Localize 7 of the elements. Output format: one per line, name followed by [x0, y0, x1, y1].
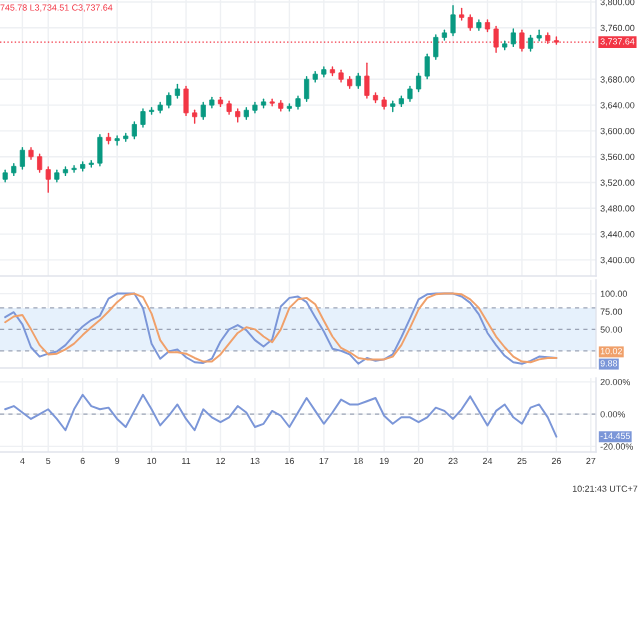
candlestick	[71, 165, 77, 173]
candlestick	[450, 5, 456, 37]
candlestick	[364, 62, 370, 99]
candlestick	[183, 85, 189, 117]
candlestick	[19, 146, 25, 170]
candlestick	[536, 29, 542, 42]
line-series	[4, 393, 558, 438]
